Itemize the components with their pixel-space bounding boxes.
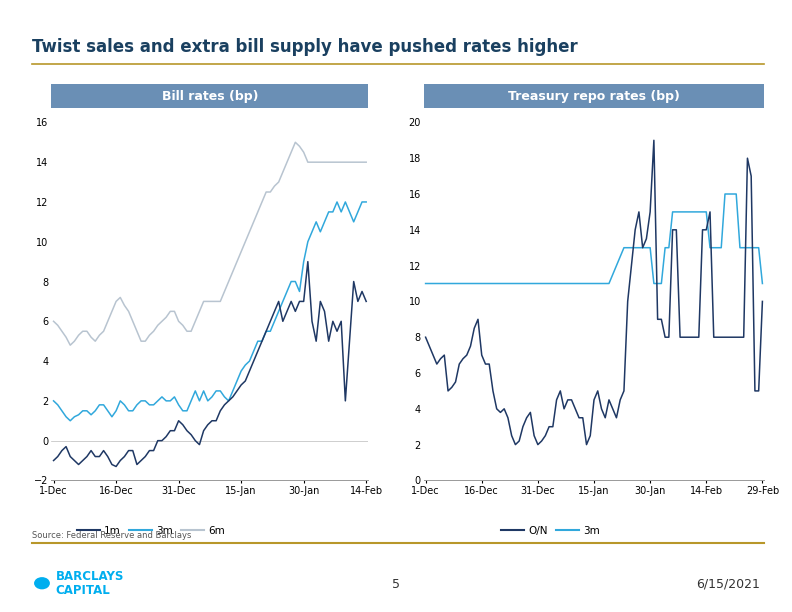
Legend: O/N, 3m: O/N, 3m <box>497 521 604 540</box>
Text: Twist sales and extra bill supply have pushed rates higher: Twist sales and extra bill supply have p… <box>32 38 577 56</box>
Text: CAPITAL: CAPITAL <box>55 584 110 597</box>
Text: BARCLAYS: BARCLAYS <box>55 570 124 583</box>
Text: Treasury repo rates (bp): Treasury repo rates (bp) <box>508 89 680 103</box>
Legend: 1m, 3m, 6m: 1m, 3m, 6m <box>73 521 229 540</box>
Text: 5: 5 <box>392 578 400 591</box>
Text: Source: Federal Reserve and Barclays: Source: Federal Reserve and Barclays <box>32 531 191 540</box>
Text: Bill rates (bp): Bill rates (bp) <box>162 89 258 103</box>
Text: 6/15/2021: 6/15/2021 <box>696 578 760 591</box>
